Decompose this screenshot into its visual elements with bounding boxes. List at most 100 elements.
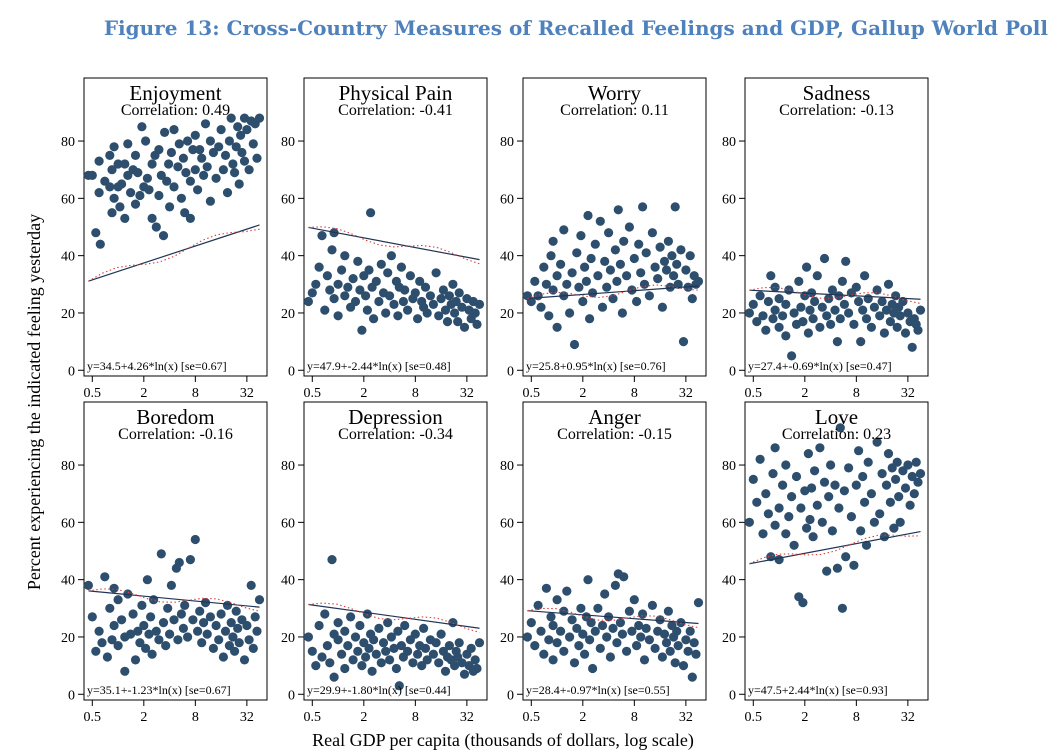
data-point (228, 632, 238, 642)
data-point (556, 259, 566, 269)
data-point (875, 311, 885, 321)
data-point (585, 635, 595, 645)
data-point (856, 337, 866, 347)
data-point (641, 248, 651, 258)
data-point (548, 655, 558, 665)
data-point (670, 202, 680, 212)
data-point (597, 302, 608, 312)
data-point (768, 314, 778, 324)
data-point (454, 288, 464, 298)
data-point (422, 655, 432, 665)
data-point (758, 311, 768, 321)
data-point (619, 572, 629, 582)
data-point (657, 652, 668, 662)
data-point (211, 620, 221, 631)
data-point (162, 176, 172, 186)
data-point (410, 629, 420, 639)
data-point (872, 437, 882, 447)
data-point (889, 523, 899, 533)
data-point (639, 655, 650, 665)
x-tick-label: 2 (360, 386, 367, 401)
panel-title: Love (815, 405, 858, 429)
data-point (574, 641, 584, 651)
data-point (248, 643, 258, 654)
data-point (881, 305, 892, 315)
data-point (854, 296, 864, 307)
data-point (837, 276, 848, 286)
x-tick-label: 0.5 (745, 386, 763, 401)
fit-line (749, 530, 921, 565)
data-point (303, 296, 313, 307)
data-point (784, 285, 794, 295)
data-point (154, 190, 164, 201)
data-point (602, 632, 612, 642)
data-point (610, 580, 621, 591)
x-tick-label: 2 (801, 710, 808, 725)
data-point (812, 271, 822, 281)
x-tick-label: 8 (853, 386, 860, 401)
data-point (546, 612, 556, 622)
y-tick-label: 20 (61, 307, 75, 322)
data-point (420, 643, 431, 654)
y-tick-label: 60 (61, 192, 75, 207)
data-point (102, 652, 112, 662)
data-point (123, 139, 133, 149)
data-point (151, 626, 161, 636)
data-point (639, 279, 650, 289)
y-tick-label: 60 (722, 192, 736, 207)
x-tick-label: 8 (412, 710, 419, 725)
data-point (202, 162, 212, 172)
data-point (176, 193, 186, 203)
data-point (895, 517, 905, 527)
data-point (457, 302, 467, 312)
data-point (844, 463, 854, 473)
data-point (252, 626, 262, 636)
data-point (892, 322, 902, 332)
data-point (438, 285, 448, 295)
data-point (364, 265, 374, 275)
panel-equation: y=35.1+-1.23*ln(x) [se=0.67] (87, 683, 231, 697)
data-point (881, 480, 892, 490)
data-point (371, 276, 381, 286)
data-point (428, 299, 438, 309)
data-point (861, 540, 872, 550)
panel-correlation: Correlation: 0.23 (782, 426, 891, 443)
data-point (578, 629, 588, 639)
data-point (683, 646, 693, 656)
x-tick-label: 0.5 (523, 386, 541, 401)
data-point (340, 626, 350, 636)
data-point (353, 256, 363, 266)
data-point (655, 242, 665, 252)
data-point (156, 549, 166, 559)
data-point (133, 168, 143, 178)
data-point (451, 296, 461, 307)
data-point (827, 526, 838, 536)
data-point (879, 532, 890, 542)
data-point (803, 328, 814, 338)
data-point (569, 339, 580, 350)
data-point (419, 623, 429, 634)
data-point (376, 259, 386, 269)
data-point (536, 302, 546, 312)
data-point (239, 156, 250, 166)
data-point (205, 196, 215, 206)
y-tick-label: 0 (729, 364, 736, 379)
data-point (333, 635, 343, 645)
data-point (526, 296, 536, 307)
data-point (866, 322, 877, 332)
data-point (311, 661, 321, 671)
x-tick-label: 8 (192, 710, 199, 725)
data-point (615, 618, 626, 628)
data-point (470, 655, 480, 665)
data-point (647, 228, 658, 238)
data-point (894, 492, 904, 502)
y-tick-label: 40 (722, 574, 736, 589)
panel-correlation: Correlation: 0.49 (121, 102, 230, 119)
data-point (396, 262, 406, 272)
data-point (151, 222, 161, 232)
data-point (340, 663, 350, 674)
y-tick-label: 40 (61, 574, 75, 589)
data-point (398, 296, 408, 307)
data-point (459, 669, 470, 679)
data-point (137, 600, 147, 611)
